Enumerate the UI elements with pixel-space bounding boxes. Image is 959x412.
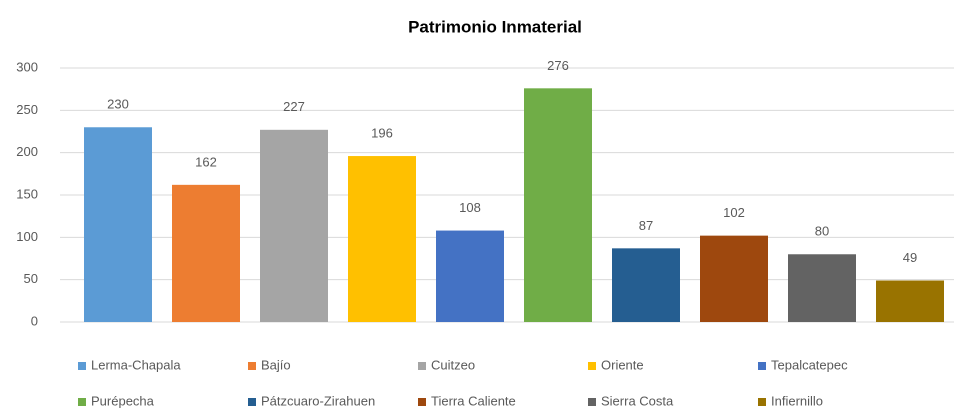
- bar: [876, 280, 944, 322]
- legend-label: Cuitzeo: [431, 357, 475, 372]
- legend-swatch: [588, 398, 596, 406]
- legend-label: Tepalcatepec: [771, 357, 848, 372]
- legend-swatch: [418, 362, 426, 370]
- y-tick-label: 50: [24, 271, 38, 286]
- data-label: 276: [547, 58, 569, 73]
- legend-label: Oriente: [601, 357, 644, 372]
- legend-label: Pátzcuaro-Zirahuen: [261, 393, 375, 408]
- data-label: 87: [639, 218, 653, 233]
- y-tick-label: 150: [16, 186, 38, 201]
- y-tick-label: 0: [31, 313, 38, 328]
- legend-swatch: [588, 362, 596, 370]
- legend-swatch: [78, 398, 86, 406]
- legend-label: Infiernillo: [771, 393, 823, 408]
- bar: [260, 129, 328, 322]
- data-label: 102: [723, 205, 745, 220]
- y-tick-label: 200: [16, 144, 38, 159]
- legend-swatch: [248, 362, 256, 370]
- bar: [524, 88, 592, 322]
- legend-swatch: [418, 398, 426, 406]
- legend-label: Tierra Caliente: [431, 393, 516, 408]
- bar: [348, 156, 416, 322]
- data-label: 108: [459, 200, 481, 215]
- y-tick-label: 250: [16, 102, 38, 117]
- data-label: 49: [903, 250, 917, 265]
- legend-swatch: [248, 398, 256, 406]
- data-label: 230: [107, 97, 129, 112]
- legend-label: Lerma-Chapala: [91, 357, 181, 372]
- bar: [788, 254, 856, 322]
- legend-swatch: [78, 362, 86, 370]
- data-label: 196: [371, 125, 393, 140]
- legend-swatch: [758, 398, 766, 406]
- legend-label: Purépecha: [91, 393, 155, 408]
- data-label: 80: [815, 224, 829, 239]
- legend-label: Bajío: [261, 357, 291, 372]
- bar: [700, 235, 768, 322]
- legend-label: Sierra Costa: [601, 393, 674, 408]
- bar: [172, 184, 240, 322]
- bar: [84, 127, 152, 323]
- y-tick-label: 100: [16, 229, 38, 244]
- legend-swatch: [758, 362, 766, 370]
- data-label: 162: [195, 154, 217, 169]
- bar: [436, 230, 504, 322]
- y-tick-label: 300: [16, 59, 38, 74]
- bar: [612, 248, 680, 322]
- chart-title: Patrimonio Inmaterial: [408, 17, 582, 36]
- data-label: 227: [283, 99, 305, 114]
